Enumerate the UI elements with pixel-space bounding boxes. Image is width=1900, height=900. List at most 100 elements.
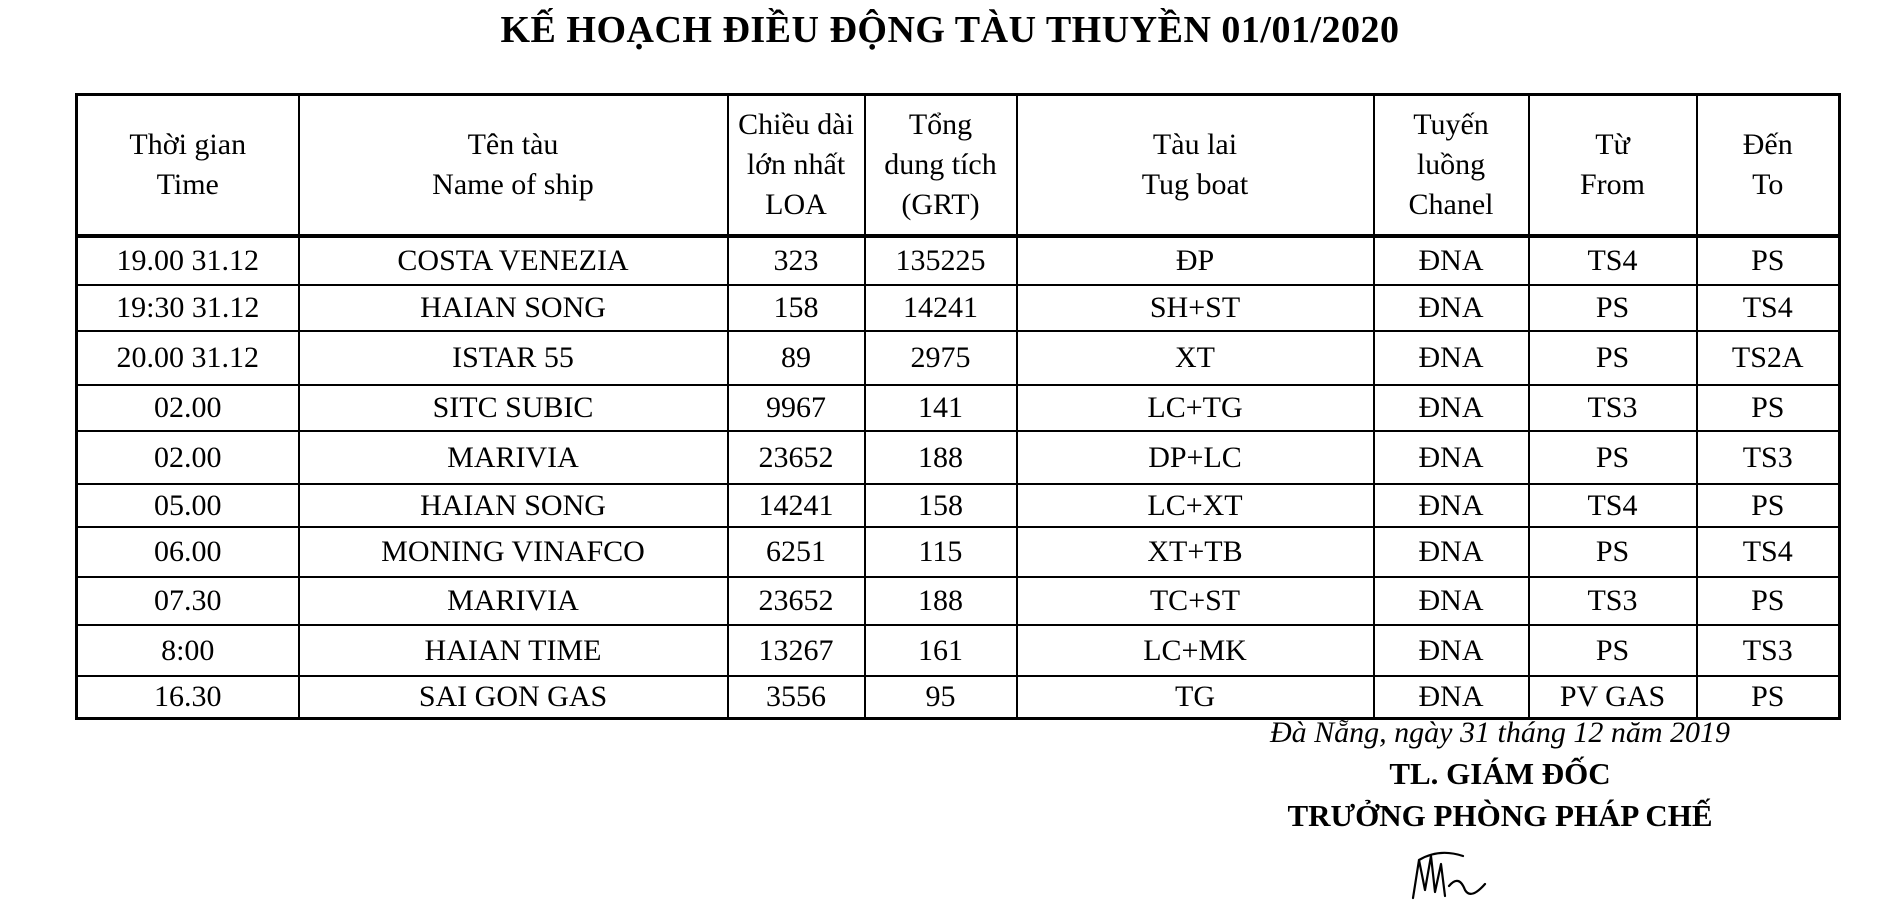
cell-tug-boat: XT+TB xyxy=(1015,526,1375,578)
cell-channel: ĐNA xyxy=(1372,483,1530,528)
cell-ship-name: ISTAR 55 xyxy=(297,330,729,386)
cell-to: TS3 xyxy=(1695,624,1841,677)
header-loa: Chiều dài lớn nhất LOA xyxy=(726,93,866,237)
cell-tug-boat: XT xyxy=(1015,330,1375,386)
cell-to: PS xyxy=(1695,675,1841,720)
cell-loa: 23652 xyxy=(726,430,866,485)
cell-from: PS xyxy=(1527,284,1698,332)
signature-place-date: Đà Nẵng, ngày 31 tháng 12 năm 2019 xyxy=(1270,716,1730,749)
signature-role-line-1: TL. GIÁM ĐỐC xyxy=(1389,756,1611,791)
cell-channel: ĐNA xyxy=(1372,235,1530,286)
cell-ship-name: MARIVIA xyxy=(297,576,729,626)
cell-time: 19:30 31.12 xyxy=(75,284,300,332)
cell-grt: 158 xyxy=(863,483,1018,528)
cell-to: TS4 xyxy=(1695,526,1841,578)
cell-channel: ĐNA xyxy=(1372,284,1530,332)
cell-from: PS xyxy=(1527,330,1698,386)
cell-ship-name: MONING VINAFCO xyxy=(297,526,729,578)
cell-from: TS4 xyxy=(1527,235,1698,286)
header-to: Đến To xyxy=(1695,93,1841,237)
table-row: 07.30 MARIVIA 23652 188 TC+ST ĐNA TS3 PS xyxy=(75,576,1841,626)
cell-ship-name: COSTA VENEZIA xyxy=(297,235,729,286)
header-ship-name: Tên tàu Name of ship xyxy=(297,93,729,237)
header-time: Thời gian Time xyxy=(75,93,300,237)
cell-from: TS4 xyxy=(1527,483,1698,528)
cell-to: TS2A xyxy=(1695,330,1841,386)
cell-loa: 89 xyxy=(726,330,866,386)
cell-tug-boat: SH+ST xyxy=(1015,284,1375,332)
cell-time: 19.00 31.12 xyxy=(75,235,300,286)
cell-to: PS xyxy=(1695,576,1841,626)
cell-time: 8:00 xyxy=(75,624,300,677)
cell-tug-boat: LC+MK xyxy=(1015,624,1375,677)
cell-time: 02.00 xyxy=(75,384,300,432)
cell-ship-name: MARIVIA xyxy=(297,430,729,485)
cell-loa: 9967 xyxy=(726,384,866,432)
cell-to: PS xyxy=(1695,483,1841,528)
cell-to: PS xyxy=(1695,384,1841,432)
cell-grt: 188 xyxy=(863,430,1018,485)
cell-to: TS3 xyxy=(1695,430,1841,485)
table-row: 02.00 SITC SUBIC 9967 141 LC+TG ĐNA TS3 … xyxy=(75,384,1841,432)
cell-grt: 2975 xyxy=(863,330,1018,386)
cell-from: PS xyxy=(1527,526,1698,578)
cell-time: 16.30 xyxy=(75,675,300,720)
cell-channel: ĐNA xyxy=(1372,675,1530,720)
cell-loa: 13267 xyxy=(726,624,866,677)
ship-schedule-table: Thời gian Time Tên tàu Name of ship Chiề… xyxy=(75,93,1841,720)
cell-ship-name: HAIAN TIME xyxy=(297,624,729,677)
cell-time: 06.00 xyxy=(75,526,300,578)
cell-grt: 161 xyxy=(863,624,1018,677)
cell-to: TS4 xyxy=(1695,284,1841,332)
cell-ship-name: SAI GON GAS xyxy=(297,675,729,720)
header-grt: Tổng dung tích (GRT) xyxy=(863,93,1018,237)
table-header-row: Thời gian Time Tên tàu Name of ship Chiề… xyxy=(75,93,1841,237)
cell-tug-boat: ĐP xyxy=(1015,235,1375,286)
cell-to: PS xyxy=(1695,235,1841,286)
document-title: KẾ HOẠCH ĐIỀU ĐỘNG TÀU THUYỀN 01/01/2020 xyxy=(500,9,1400,51)
cell-ship-name: HAIAN SONG xyxy=(297,483,729,528)
table-row: 06.00 MONING VINAFCO 6251 115 XT+TB ĐNA … xyxy=(75,526,1841,578)
cell-loa: 23652 xyxy=(726,576,866,626)
cell-grt: 135225 xyxy=(863,235,1018,286)
header-tug-boat: Tàu lai Tug boat xyxy=(1015,93,1375,237)
table-row: 05.00 HAIAN SONG 14241 158 LC+XT ĐNA TS4… xyxy=(75,483,1841,528)
cell-channel: ĐNA xyxy=(1372,384,1530,432)
table-row: 19.00 31.12 COSTA VENEZIA 323 135225 ĐP … xyxy=(75,235,1841,286)
cell-ship-name: SITC SUBIC xyxy=(297,384,729,432)
cell-time: 05.00 xyxy=(75,483,300,528)
cell-grt: 95 xyxy=(863,675,1018,720)
cell-channel: ĐNA xyxy=(1372,526,1530,578)
table-row: 02.00 MARIVIA 23652 188 DP+LC ĐNA PS TS3 xyxy=(75,430,1841,485)
cell-loa: 158 xyxy=(726,284,866,332)
cell-from: TS3 xyxy=(1527,576,1698,626)
cell-tug-boat: TC+ST xyxy=(1015,576,1375,626)
cell-loa: 14241 xyxy=(726,483,866,528)
cell-channel: ĐNA xyxy=(1372,576,1530,626)
table-row: 8:00 HAIAN TIME 13267 161 LC+MK ĐNA PS T… xyxy=(75,624,1841,677)
cell-ship-name: HAIAN SONG xyxy=(297,284,729,332)
header-from: Từ From xyxy=(1527,93,1698,237)
cell-channel: ĐNA xyxy=(1372,430,1530,485)
header-channel: Tuyến luồng Chanel xyxy=(1372,93,1530,237)
cell-time: 02.00 xyxy=(75,430,300,485)
cell-grt: 14241 xyxy=(863,284,1018,332)
cell-from: PS xyxy=(1527,624,1698,677)
cell-channel: ĐNA xyxy=(1372,330,1530,386)
cell-loa: 323 xyxy=(726,235,866,286)
cell-grt: 188 xyxy=(863,576,1018,626)
table-row: 19:30 31.12 HAIAN SONG 158 14241 SH+ST Đ… xyxy=(75,284,1841,332)
table-row: 20.00 31.12 ISTAR 55 89 2975 XT ĐNA PS T… xyxy=(75,330,1841,386)
cell-tug-boat: LC+XT xyxy=(1015,483,1375,528)
handwritten-signature-icon xyxy=(1411,851,1487,900)
cell-grt: 115 xyxy=(863,526,1018,578)
cell-tug-boat: LC+TG xyxy=(1015,384,1375,432)
cell-channel: ĐNA xyxy=(1372,624,1530,677)
cell-from: PS xyxy=(1527,430,1698,485)
cell-from: PV GAS xyxy=(1527,675,1698,720)
cell-tug-boat: TG xyxy=(1015,675,1375,720)
cell-time: 20.00 31.12 xyxy=(75,330,300,386)
cell-loa: 6251 xyxy=(726,526,866,578)
cell-grt: 141 xyxy=(863,384,1018,432)
cell-loa: 3556 xyxy=(726,675,866,720)
